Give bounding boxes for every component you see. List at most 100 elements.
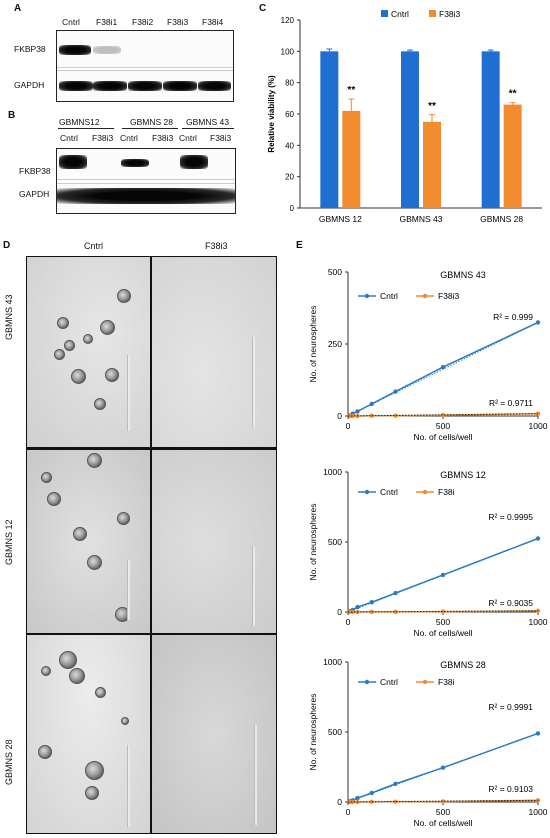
micrograph-control — [26, 256, 152, 448]
data-point — [535, 320, 541, 325]
blot-a-lane-label: F38i4 — [202, 17, 224, 27]
x-tick-label: 1000 — [529, 807, 548, 817]
r-squared-label: R² = 0.9035 — [488, 598, 533, 608]
y-tick-label: 20 — [285, 173, 294, 182]
neurosphere — [100, 320, 115, 335]
blot-b-lane-label: F38i3 — [210, 133, 232, 143]
micrograph-control — [26, 633, 152, 834]
micro-col-label: F38i3 — [205, 241, 228, 251]
y-tick-label: 80 — [285, 79, 294, 88]
scale-bar — [252, 337, 255, 427]
neurosphere — [41, 666, 51, 676]
data-point — [535, 798, 541, 803]
data-point — [369, 609, 374, 615]
neurosphere — [105, 368, 119, 382]
data-point — [350, 799, 355, 805]
legend-swatch — [429, 10, 436, 17]
y-tick-label: 0 — [337, 607, 342, 617]
data-point — [350, 413, 355, 419]
micro-row-label: GBMNS 28 — [4, 739, 14, 785]
neurosphere — [54, 349, 65, 360]
micrograph-control — [26, 448, 152, 635]
x-tick-label: 500 — [436, 617, 450, 627]
bar — [342, 110, 361, 208]
blot-b-row-label: FKBP38 — [19, 166, 51, 176]
data-point — [440, 572, 446, 578]
y-axis-label: Relative viability (%) — [267, 75, 276, 153]
r-squared-label: R² = 0.999 — [493, 312, 533, 322]
blot-band — [163, 81, 197, 91]
r-squared-label: R² = 0.9991 — [488, 702, 533, 712]
group-underline — [122, 128, 178, 129]
group-underline — [182, 128, 234, 129]
y-axis-label: No. of neurospheres — [308, 503, 318, 580]
legend-label: F38i3 — [439, 9, 461, 19]
blot-b-lane-label: Cntrl — [60, 133, 78, 143]
y-tick-label: 100 — [281, 47, 295, 56]
panel-label-b: B — [8, 110, 16, 121]
neurosphere — [83, 334, 93, 344]
legend-marker — [364, 293, 370, 299]
blot-band — [57, 188, 235, 204]
legend-label: Cntrl — [380, 291, 398, 301]
y-axis-label: No. of neurospheres — [308, 693, 318, 770]
x-tick-label: GBMNS 12 — [319, 214, 362, 224]
blot-b-lane-label: Cntrl — [120, 133, 138, 143]
bar — [503, 104, 522, 208]
neurosphere — [117, 289, 131, 303]
x-tick-label: 1000 — [529, 421, 548, 431]
blot-a-lane-label: Cntrl — [62, 17, 80, 27]
bar — [401, 51, 419, 209]
neurosphere — [87, 453, 102, 468]
chart-title: GBMNS 43 — [440, 270, 486, 280]
scale-bar — [127, 560, 130, 620]
blot-band — [93, 81, 127, 91]
data-point — [535, 608, 541, 614]
neurosphere — [71, 369, 86, 384]
neurosphere — [73, 527, 87, 541]
chart-title: GBMNS 12 — [440, 470, 486, 480]
neurosphere — [59, 651, 77, 669]
legend-marker — [422, 679, 428, 685]
significance-mark: ** — [428, 101, 436, 112]
y-tick-label: 500 — [328, 727, 342, 737]
data-point — [350, 609, 355, 615]
scale-bar — [254, 725, 257, 825]
legend-marker — [422, 293, 428, 299]
legend-label: F38i3 — [438, 291, 460, 301]
legend-marker — [364, 679, 370, 685]
data-point — [369, 413, 374, 418]
data-point — [440, 364, 446, 370]
blot-b-lane-label: F38i3 — [152, 133, 174, 143]
x-tick-label: 0 — [346, 617, 351, 627]
y-tick-label: 1000 — [323, 467, 342, 477]
y-tick-label: 500 — [328, 267, 342, 277]
blot-b-group-label: GBMNS 43 — [186, 117, 229, 127]
micro-row-label: GBMNS 12 — [4, 519, 14, 565]
y-tick-label: 60 — [285, 110, 294, 119]
neurosphere — [57, 317, 69, 329]
blot-b-lane-label: F38i3 — [92, 133, 114, 143]
blot-a-row-label: FKBP38 — [14, 44, 46, 54]
blot-band — [59, 45, 91, 55]
r-squared-label: R² = 0.9995 — [488, 512, 533, 522]
legend-marker — [422, 489, 428, 495]
y-tick-label: 0 — [337, 411, 342, 421]
micrograph-knockdown — [150, 633, 277, 834]
neurosphere — [69, 668, 85, 684]
viability-bar-chart: 0 20 40 60 80 100 120 Relative viability (%) ** G… — [267, 9, 542, 224]
data-point — [440, 799, 446, 804]
blot-band — [121, 159, 149, 167]
panel-label-e: E — [296, 240, 303, 251]
neurosphere — [85, 761, 104, 780]
trendline — [347, 321, 539, 417]
data-point — [535, 411, 541, 416]
blot-b-row-label: GAPDH — [19, 189, 50, 199]
y-tick-label: 120 — [281, 16, 295, 25]
blot-b-membrane — [56, 148, 236, 214]
micrograph-knockdown — [150, 448, 277, 635]
data-point — [440, 412, 446, 418]
trendline — [347, 538, 539, 613]
data-point — [369, 799, 374, 805]
bar — [423, 121, 441, 208]
